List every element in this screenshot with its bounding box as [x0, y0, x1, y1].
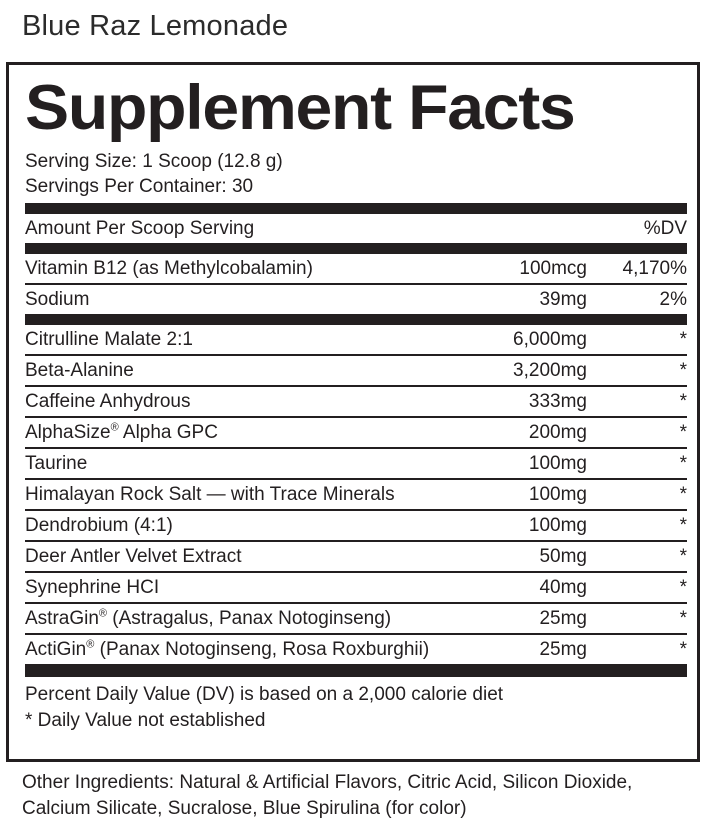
table-row: Caffeine Anhydrous 333mg *	[25, 387, 687, 416]
ingredient-name: AstraGin® (Astragalus, Panax Notoginseng…	[25, 604, 452, 633]
table-row: Synephrine HCI 40mg *	[25, 573, 687, 602]
table-column-header-row: Amount Per Scoop Serving %DV	[25, 214, 687, 243]
other-ingredients: Other Ingredients: Natural & Artificial …	[22, 770, 690, 822]
ingredient-dv: *	[679, 329, 687, 350]
ingredient-name-text: AstraGin	[25, 608, 99, 629]
panel-content: Supplement Facts Serving Size: 1 Scoop (…	[25, 65, 687, 734]
ingredient-amount: 3,200mg	[513, 360, 587, 381]
row-divider	[25, 447, 687, 449]
table-row: Deer Antler Velvet Extract 50mg *	[25, 542, 687, 571]
row-divider	[25, 633, 687, 635]
amount-per-serving-header: Amount Per Scoop Serving	[25, 218, 255, 239]
daily-value-basis-note: Percent Daily Value (DV) is based on a 2…	[25, 684, 504, 705]
row-divider	[25, 571, 687, 573]
ingredient-name: Caffeine Anhydrous	[25, 391, 191, 412]
registered-trademark-icon: ®	[86, 638, 95, 651]
ingredient-amount: 50mg	[539, 546, 587, 567]
nutrient-name: Vitamin B12 (as Methylcobalamin)	[25, 258, 313, 279]
table-row: Vitamin B12 (as Methylcobalamin) 100mcg …	[25, 254, 687, 283]
ingredient-name-text: AlphaSize	[25, 422, 111, 443]
other-ingredients-line-2: Calcium Silicate, Sucralose, Blue Spirul…	[22, 798, 467, 819]
table-row: Beta-Alanine 3,200mg *	[25, 356, 687, 385]
ingredient-name: Taurine	[25, 453, 88, 474]
ingredient-amount: 40mg	[539, 577, 587, 598]
ingredient-name: ActiGin® (Panax Notoginseng, Rosa Roxbur…	[25, 635, 452, 664]
table-row: AstraGin® (Astragalus, Panax Notoginseng…	[25, 604, 687, 633]
ingredient-name-suffix: (Astragalus, Panax Notoginseng)	[107, 608, 392, 629]
ingredient-dv: *	[679, 484, 687, 505]
serving-info: Serving Size: 1 Scoop (12.8 g) Servings …	[25, 149, 687, 199]
table-row: Citrulline Malate 2:1 6,000mg *	[25, 325, 687, 354]
divider-bar-after-header	[25, 243, 687, 254]
ingredient-amount: 200mg	[528, 422, 587, 443]
nutrient-name: Sodium	[25, 289, 90, 310]
ingredient-amount: 333mg	[528, 391, 587, 412]
other-ingredients-line-1: Other Ingredients: Natural & Artificial …	[22, 772, 633, 793]
ingredient-dv: *	[679, 422, 687, 443]
row-divider	[25, 602, 687, 604]
ingredient-dv: *	[679, 608, 687, 629]
ingredient-name: Deer Antler Velvet Extract	[25, 546, 242, 567]
table-row: Himalayan Rock Salt — with Trace Mineral…	[25, 480, 687, 509]
ingredient-amount: 6,000mg	[513, 329, 587, 350]
nutrient-amount: 100mcg	[519, 258, 587, 279]
registered-trademark-icon: ®	[98, 607, 108, 620]
supplement-facts-panel: Supplement Facts Serving Size: 1 Scoop (…	[6, 62, 700, 762]
ingredient-dv: *	[679, 391, 687, 412]
percent-dv-header: %DV	[643, 218, 687, 239]
ingredient-dv: *	[679, 453, 687, 474]
ingredient-amount: 100mg	[528, 453, 587, 474]
ingredient-name-suffix: Alpha GPC	[118, 422, 218, 443]
ingredient-name: Beta-Alanine	[25, 360, 134, 381]
daily-value-rows: Vitamin B12 (as Methylcobalamin) 100mcg …	[25, 254, 687, 314]
divider-bar-top	[25, 203, 687, 214]
row-divider	[25, 354, 687, 356]
ingredient-name: Synephrine HCI	[25, 577, 160, 598]
ingredient-dv: *	[679, 360, 687, 381]
ingredient-amount: 100mg	[528, 515, 587, 536]
table-row: Dendrobium (4:1) 100mg *	[25, 511, 687, 540]
row-divider	[25, 478, 687, 480]
footnotes: Percent Daily Value (DV) is based on a 2…	[25, 682, 687, 734]
ingredient-name-text: ActiGin	[25, 639, 87, 660]
nutrient-amount: 39mg	[539, 289, 587, 310]
ingredient-dv: *	[679, 546, 687, 567]
ingredient-amount: 100mg	[528, 484, 587, 505]
ingredient-name: AlphaSize® Alpha GPC	[25, 418, 452, 447]
registered-trademark-icon: ®	[110, 421, 119, 434]
ingredient-name: Himalayan Rock Salt — with Trace Mineral…	[25, 484, 395, 505]
table-row: ActiGin® (Panax Notoginseng, Rosa Roxbur…	[25, 635, 687, 664]
ingredient-amount: 25mg	[539, 608, 587, 629]
row-divider	[25, 540, 687, 542]
ingredient-dv: *	[679, 639, 687, 660]
ingredient-name: Citrulline Malate 2:1	[25, 329, 193, 350]
servings-per-container-line: Servings Per Container: 30	[25, 176, 254, 197]
row-divider	[25, 509, 687, 511]
supplement-facts-heading: Supplement Facts	[25, 73, 576, 143]
row-divider	[25, 283, 687, 285]
flavor-title: Blue Raz Lemonade	[22, 10, 289, 42]
ingredient-dv: *	[679, 515, 687, 536]
daily-value-not-established-note: * Daily Value not established	[25, 710, 266, 731]
nutrient-dv: 4,170%	[622, 258, 687, 279]
divider-bar-after-dv-rows	[25, 314, 687, 325]
row-divider	[25, 416, 687, 418]
ingredient-rows: Citrulline Malate 2:1 6,000mg * Beta-Ala…	[25, 325, 687, 664]
divider-bar-bottom	[25, 664, 687, 677]
table-row: Sodium 39mg 2%	[25, 285, 687, 314]
table-row: AlphaSize® Alpha GPC 200mg *	[25, 418, 687, 447]
ingredient-dv: *	[679, 577, 687, 598]
row-divider	[25, 385, 687, 387]
serving-size-line: Serving Size: 1 Scoop (12.8 g)	[25, 151, 283, 172]
ingredient-name: Dendrobium (4:1)	[25, 515, 173, 536]
ingredient-name-suffix: (Panax Notoginseng, Rosa Roxburghii)	[94, 639, 430, 660]
nutrient-dv: 2%	[659, 289, 687, 310]
table-row: Taurine 100mg *	[25, 449, 687, 478]
ingredient-amount: 25mg	[539, 639, 587, 660]
